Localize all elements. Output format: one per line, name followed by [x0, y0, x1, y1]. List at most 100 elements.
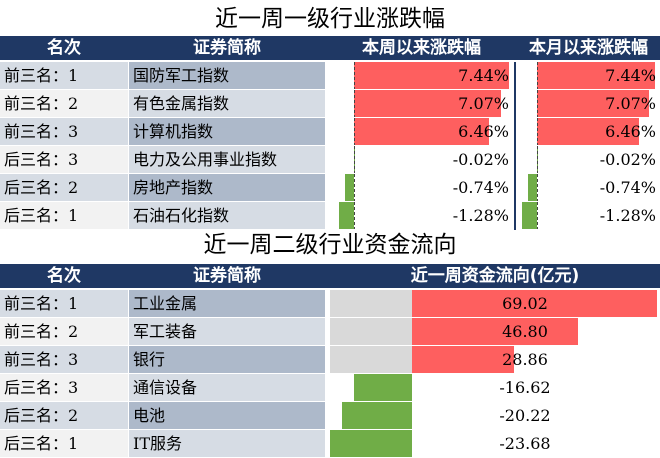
rank-cell: 后三名：2	[0, 174, 128, 201]
header-fund-flow: 近一周资金流向(亿元)	[330, 264, 660, 288]
column-separator	[514, 174, 516, 202]
bar-cell: -20.22	[330, 402, 660, 429]
zero-axis-line	[354, 118, 355, 145]
table2-title: 近一周二级行业资金流向	[0, 230, 660, 260]
value-label: 46.80	[390, 318, 660, 345]
bar-cell: 6.46%	[517, 118, 660, 145]
zero-axis-line	[537, 202, 538, 229]
security-name-cell: 电池	[129, 402, 325, 429]
bar-cell: -1.28%	[330, 202, 513, 229]
security-name-cell: 石油石化指数	[129, 202, 325, 229]
header-rank: 名次	[0, 36, 128, 60]
bar-cell: 7.44%	[517, 62, 660, 89]
bar-negative	[522, 202, 537, 229]
table2-header: 名次 证券简称 近一周资金流向(亿元)	[0, 264, 660, 288]
security-name-cell: 房地产指数	[129, 174, 325, 201]
bar-cell: -0.02%	[330, 146, 513, 173]
header-rank: 名次	[0, 264, 128, 288]
header-name: 证券简称	[129, 36, 325, 60]
bar-cell: 6.46%	[330, 118, 513, 145]
rank-cell: 后三名：3	[0, 374, 128, 401]
zero-axis-line	[354, 174, 355, 201]
header-month-change: 本月以来涨跌幅	[517, 36, 660, 60]
value-label: 7.07%	[605, 90, 656, 117]
security-name-cell: 国防军工指数	[129, 62, 325, 89]
bar-cell: -0.02%	[517, 146, 660, 173]
value-label: 6.46%	[458, 118, 509, 145]
value-label: -0.02%	[453, 146, 509, 173]
rank-cell: 前三名：2	[0, 90, 128, 117]
value-label: -1.28%	[453, 202, 509, 229]
bar-cell: 7.07%	[330, 90, 513, 117]
security-name-cell: 通信设备	[129, 374, 325, 401]
bar-cell: -16.62	[330, 374, 660, 401]
header-week-change: 本周以来涨跌幅	[330, 36, 513, 60]
bar-cell: 7.07%	[517, 90, 660, 117]
rank-cell: 后三名：1	[0, 430, 128, 457]
security-name-cell: 计算机指数	[129, 118, 325, 145]
value-label: -20.22	[390, 402, 660, 429]
rank-cell: 后三名：2	[0, 402, 128, 429]
bar-cell: 28.86	[330, 346, 660, 373]
value-label: -0.02%	[600, 146, 656, 173]
value-label: 7.44%	[458, 62, 509, 89]
rank-cell: 前三名：2	[0, 318, 128, 345]
column-separator	[514, 118, 516, 146]
value-label: 7.44%	[605, 62, 656, 89]
security-name-cell: 有色金属指数	[129, 90, 325, 117]
bar-cell: 7.44%	[330, 62, 513, 89]
table1-title: 近一周一级行业涨跌幅	[0, 4, 660, 34]
value-label: -0.74%	[600, 174, 656, 201]
value-label: -1.28%	[600, 202, 656, 229]
security-name-cell: 工业金属	[129, 290, 325, 317]
zero-axis-line	[537, 90, 538, 117]
security-name-cell: 军工装备	[129, 318, 325, 345]
bar-cell: -0.74%	[330, 174, 513, 201]
value-label: -0.74%	[453, 174, 509, 201]
header-name: 证券简称	[129, 264, 325, 288]
table1-header: 名次 证券简称 本周以来涨跌幅 本月以来涨跌幅	[0, 36, 660, 60]
zero-axis-line	[537, 146, 538, 173]
zero-axis-line	[537, 118, 538, 145]
bar-cell: -23.68	[330, 430, 660, 457]
value-label: 6.46%	[605, 118, 656, 145]
bar-negative	[345, 174, 354, 201]
security-name-cell: IT服务	[129, 430, 325, 457]
bar-cell: -1.28%	[517, 202, 660, 229]
zero-axis-line	[354, 90, 355, 117]
bar-cell: 69.02	[330, 290, 660, 317]
bar-negative	[339, 202, 354, 229]
column-separator	[514, 146, 516, 174]
rank-cell: 前三名：1	[0, 62, 128, 89]
rank-cell: 前三名：3	[0, 118, 128, 145]
rank-cell: 前三名：3	[0, 346, 128, 373]
zero-axis-line	[354, 62, 355, 89]
value-label: 28.86	[390, 346, 660, 373]
security-name-cell: 银行	[129, 346, 325, 373]
rank-cell: 后三名：3	[0, 146, 128, 173]
column-separator	[514, 90, 516, 118]
value-label: 69.02	[390, 290, 660, 317]
value-label: -23.68	[390, 430, 660, 457]
value-label: -16.62	[390, 374, 660, 401]
column-separator	[514, 202, 516, 230]
value-label: 7.07%	[458, 90, 509, 117]
column-separator	[514, 62, 516, 90]
security-name-cell: 电力及公用事业指数	[129, 146, 325, 173]
zero-axis-line	[354, 202, 355, 229]
zero-axis-line	[537, 62, 538, 89]
bar-cell: -0.74%	[517, 174, 660, 201]
zero-axis-line	[537, 174, 538, 201]
bar-cell: 46.80	[330, 318, 660, 345]
rank-cell: 后三名：1	[0, 202, 128, 229]
